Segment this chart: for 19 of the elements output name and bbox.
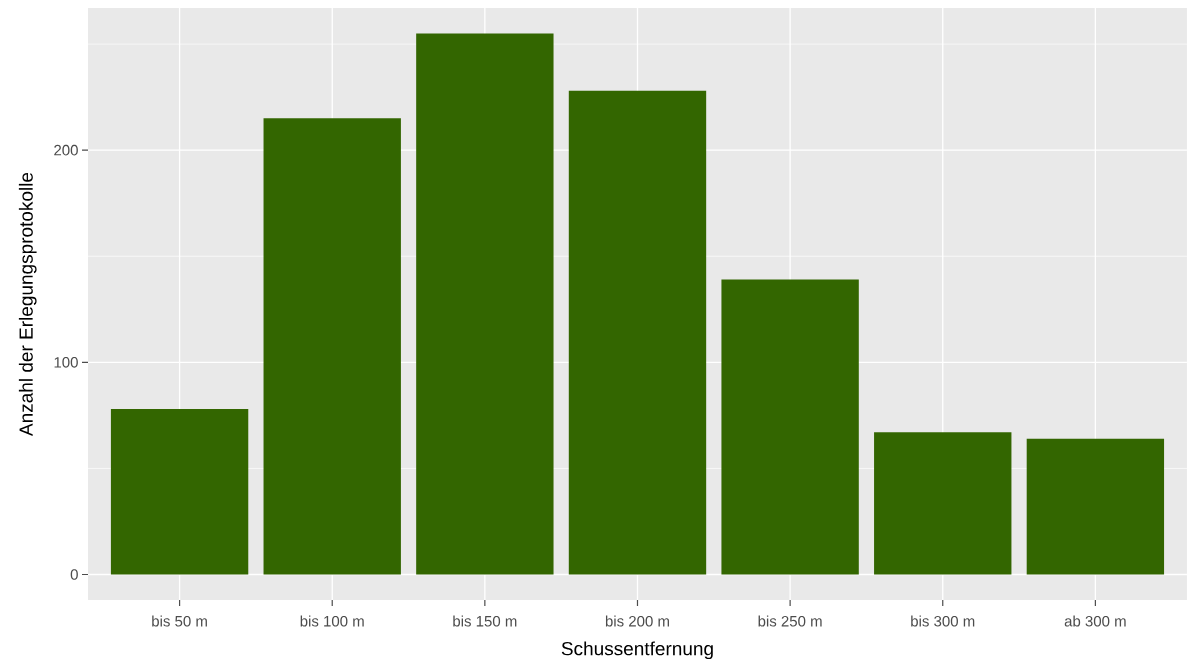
bar	[1026, 438, 1165, 575]
x-tick-label: bis 250 m	[758, 615, 822, 627]
y-tick-label: 200	[54, 144, 78, 156]
x-tick-label: ab 300 m	[1064, 615, 1126, 627]
bar	[263, 118, 401, 575]
bar	[721, 279, 859, 575]
x-tick-label: bis 50 m	[152, 615, 207, 627]
bar	[416, 33, 554, 575]
x-axis-title: Schussentfernung	[561, 641, 713, 660]
x-tick-label: bis 100 m	[300, 615, 364, 627]
y-axis-title: Anzahl der Erlegungsprotokolle	[18, 172, 37, 436]
x-tick-label: bis 150 m	[453, 615, 517, 627]
x-tick-label: bis 200 m	[605, 615, 669, 627]
bar	[110, 409, 249, 575]
x-tick-label: bis 300 m	[911, 615, 975, 627]
y-tick-label: 0	[70, 569, 78, 580]
y-tick-label: 100	[54, 357, 78, 368]
bar	[568, 90, 707, 575]
bar	[874, 432, 1012, 575]
